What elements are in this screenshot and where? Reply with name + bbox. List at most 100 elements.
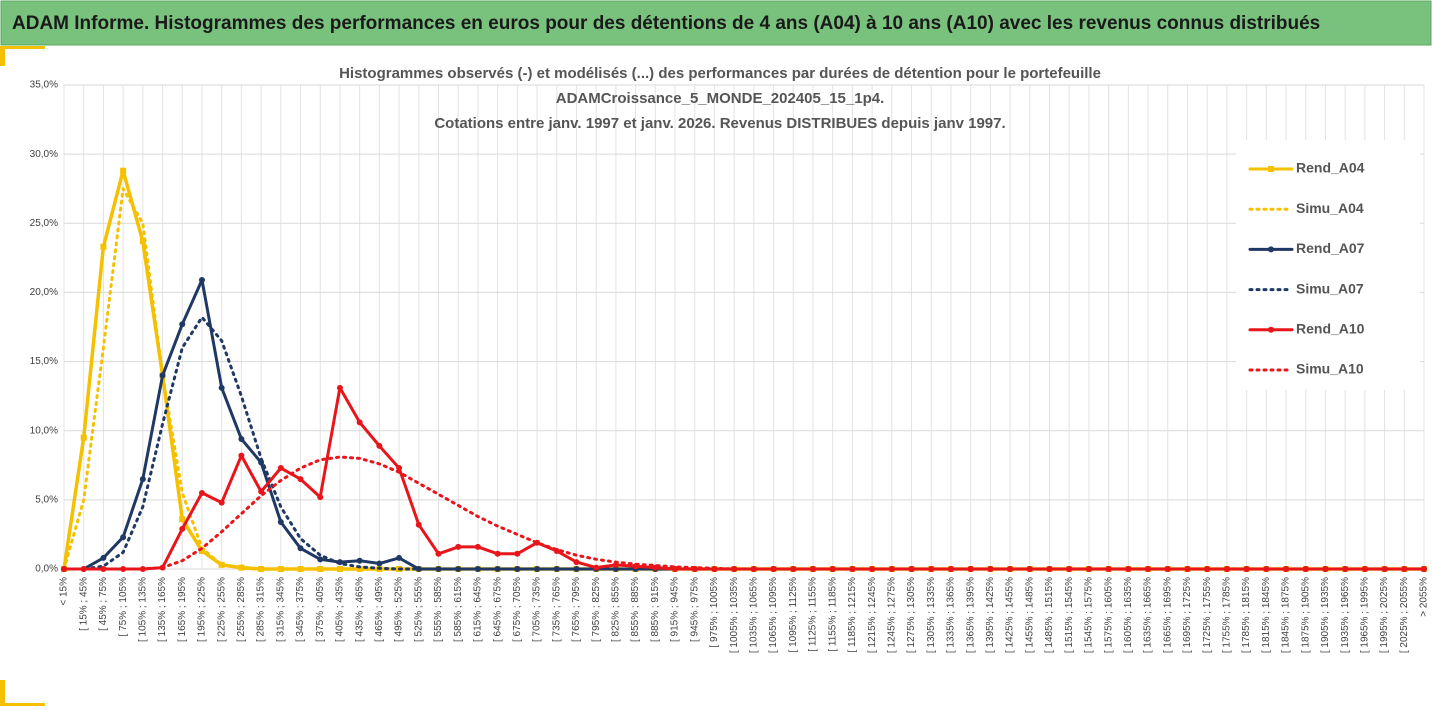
header-title: ADAM Informe. Histogrammes des performan… [12, 13, 1320, 34]
x-tick-label: [ 825% ; 855% [611, 577, 622, 642]
x-tick-label: [ 1455% ; 1485% [1024, 577, 1035, 653]
x-tick-label: [ 1065% ; 1095% [768, 577, 779, 653]
point [198, 489, 205, 496]
x-tick-label: [ 885% ; 915% [650, 577, 661, 642]
x-tick-label: [ 1155% ; 1185% [827, 577, 838, 652]
point [277, 465, 284, 472]
legend-label: Simu_A04 [1296, 200, 1364, 216]
point [238, 452, 245, 459]
x-tick-label: < 15% [59, 577, 70, 606]
x-tick-label: [ 1185% ; 1215% [847, 577, 858, 653]
y-tick-label: 0,0% [35, 564, 58, 575]
x-tick-label: [ 765% ; 795% [571, 577, 582, 642]
chart-title: ADAMCroissance_5_MONDE_202405_15_1p4. [556, 90, 885, 107]
legend-marker [1268, 246, 1274, 253]
x-tick-label: > 2055% [1419, 577, 1430, 617]
point [1204, 566, 1211, 572]
x-tick-label: [ 1995% ; 2025% [1379, 577, 1390, 653]
y-tick-label: 25,0% [30, 218, 58, 229]
x-tick-label: [ 1245% ; 1275% [886, 577, 897, 653]
point [1421, 566, 1427, 572]
x-tick-label: [ 1545% ; 1575% [1084, 577, 1095, 653]
x-tick-label: [ 1395% ; 1425% [985, 577, 996, 653]
point [435, 566, 442, 572]
x-tick-label: [ 1005% ; 1035% [729, 577, 740, 653]
point [514, 550, 521, 557]
point [139, 476, 146, 483]
point [869, 566, 876, 572]
point [1184, 566, 1191, 572]
point [1401, 566, 1408, 572]
point [120, 167, 127, 174]
point [179, 516, 186, 523]
point [238, 436, 245, 443]
x-tick-label: [ 915% ; 945% [670, 577, 681, 642]
point [336, 566, 343, 572]
x-tick-label: [ 1275% ; 1305% [906, 577, 917, 653]
x-tick-label: [ 135% ; 165% [157, 577, 168, 642]
y-tick-label: 15,0% [30, 356, 58, 367]
point [1105, 566, 1112, 572]
point [474, 543, 481, 550]
y-tick-label: 5,0% [35, 494, 58, 505]
point [356, 566, 363, 572]
x-tick-label: [ 1365% ; 1395% [965, 577, 976, 653]
x-tick-label: [ 15% ; 45% [78, 577, 89, 631]
x-tick-label: [ 75% ; 105% [118, 577, 129, 637]
y-tick-label: 20,0% [30, 287, 58, 298]
x-tick-label: [ 1485% ; 1515% [1044, 577, 1055, 653]
point [100, 243, 107, 250]
point [317, 494, 324, 501]
x-tick-label: [ 555% ; 585% [433, 577, 444, 642]
accent [0, 46, 5, 66]
y-tick-label: 35,0% [30, 80, 58, 91]
x-tick-label: [ 1575% ; 1605% [1103, 577, 1114, 653]
point [415, 566, 422, 572]
point [356, 557, 363, 564]
x-tick-label: [ 315% ; 345% [275, 577, 286, 642]
legend-marker [1268, 166, 1274, 172]
accent [5, 703, 45, 706]
point [1302, 566, 1309, 572]
x-tick-label: [ 855% ; 885% [630, 577, 641, 642]
x-tick-label: [ 1605% ; 1635% [1123, 577, 1134, 653]
point [218, 384, 225, 391]
x-tick-label: [ 1515% ; 1545% [1064, 577, 1075, 653]
chart-title: Histogrammes observés (-) et modélisés (… [339, 65, 1101, 82]
x-tick-label: [ 1305% ; 1335% [926, 577, 937, 653]
legend-label: Simu_A10 [1296, 361, 1364, 377]
series-line [62, 455, 1426, 571]
point [415, 521, 422, 528]
point [179, 525, 186, 532]
x-tick-label: [ 405% ; 435% [335, 577, 346, 642]
x-tick-label: [ 1845% ; 1875% [1281, 577, 1292, 653]
x-tick-label: [ 195% ; 225% [197, 577, 208, 642]
point [376, 442, 383, 449]
legend-box [1236, 140, 1420, 390]
x-tick-label: [ 1095% ; 1125% [788, 577, 799, 653]
x-tick-label: [ 1035% ; 1065% [748, 577, 759, 653]
point [593, 564, 600, 571]
x-tick-label: [ 345% ; 375% [295, 577, 306, 642]
point [179, 321, 186, 328]
point [277, 518, 284, 525]
point [987, 566, 994, 572]
x-tick-label: [ 645% ; 675% [492, 577, 503, 642]
x-tick-label: [ 285% ; 315% [256, 577, 267, 642]
x-tick-label: [ 675% ; 705% [512, 577, 523, 642]
x-tick-label: [ 735% ; 765% [551, 577, 562, 642]
point [80, 434, 87, 441]
legend-label: Rend_A04 [1296, 160, 1365, 176]
point [336, 384, 343, 391]
point [159, 372, 166, 379]
x-tick-label: [ 1965% ; 1995% [1360, 577, 1371, 653]
x-tick-label: [ 1665% ; 1695% [1162, 577, 1173, 653]
x-tick-label: [ 975% ; 1005% [709, 577, 720, 648]
legend-label: Rend_A10 [1296, 321, 1365, 337]
x-tick-label: [ 1725% ; 1755% [1202, 577, 1213, 653]
x-tick-label: [ 165% ; 195% [177, 577, 188, 642]
accent [0, 680, 5, 706]
x-tick-label: [ 1815% ; 1845% [1261, 577, 1272, 653]
point [534, 566, 541, 572]
